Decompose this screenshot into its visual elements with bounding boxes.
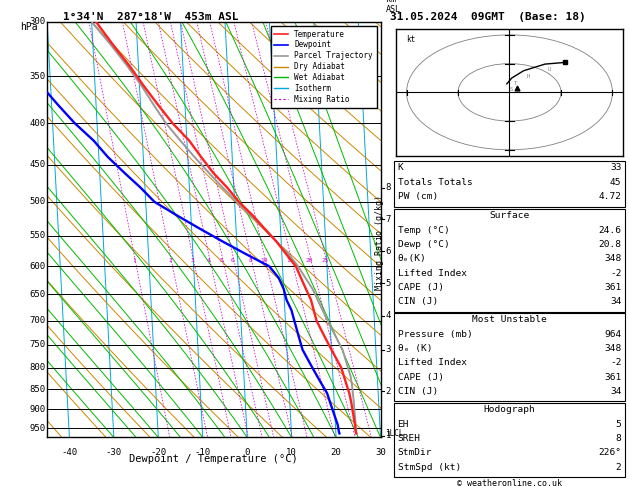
- Text: Most Unstable: Most Unstable: [472, 315, 547, 324]
- Text: 15: 15: [287, 258, 294, 263]
- X-axis label: Dewpoint / Temperature (°C): Dewpoint / Temperature (°C): [130, 454, 298, 464]
- Text: 3: 3: [191, 258, 194, 263]
- Text: 348: 348: [604, 254, 621, 263]
- Text: CAPE (J): CAPE (J): [398, 283, 443, 292]
- Text: 24.6: 24.6: [598, 226, 621, 235]
- Text: © weatheronline.co.uk: © weatheronline.co.uk: [457, 480, 562, 486]
- Text: Temp (°C): Temp (°C): [398, 226, 449, 235]
- Text: 6: 6: [231, 258, 235, 263]
- Text: 33: 33: [610, 163, 621, 173]
- Text: S: S: [509, 87, 513, 92]
- Text: km
ASL: km ASL: [386, 0, 401, 14]
- Text: 550: 550: [30, 231, 45, 240]
- Text: Surface: Surface: [489, 211, 530, 220]
- Legend: Temperature, Dewpoint, Parcel Trajectory, Dry Adiabat, Wet Adiabat, Isotherm, Mi: Temperature, Dewpoint, Parcel Trajectory…: [270, 26, 377, 108]
- Text: CIN (J): CIN (J): [398, 297, 438, 306]
- Text: 8: 8: [248, 258, 252, 263]
- Text: Hodograph: Hodograph: [484, 405, 535, 414]
- Text: 20: 20: [331, 448, 342, 457]
- Text: CIN (J): CIN (J): [398, 387, 438, 396]
- Text: 5: 5: [220, 258, 224, 263]
- Text: 7: 7: [386, 215, 391, 224]
- Text: 4.72: 4.72: [598, 192, 621, 201]
- Text: 10: 10: [260, 258, 268, 263]
- Text: 300: 300: [30, 17, 45, 26]
- Text: 2: 2: [386, 386, 391, 396]
- Text: 4: 4: [207, 258, 211, 263]
- Text: 34: 34: [610, 387, 621, 396]
- Text: θₑ (K): θₑ (K): [398, 344, 432, 353]
- Text: StmDir: StmDir: [398, 449, 432, 457]
- Text: θₑ(K): θₑ(K): [398, 254, 426, 263]
- Text: 964: 964: [604, 330, 621, 339]
- Text: kt: kt: [406, 35, 416, 44]
- Text: 4: 4: [386, 311, 391, 320]
- Text: 361: 361: [604, 373, 621, 382]
- Text: -40: -40: [62, 448, 77, 457]
- Text: SREH: SREH: [398, 434, 421, 443]
- Text: 361: 361: [604, 283, 621, 292]
- Text: 6: 6: [386, 247, 391, 256]
- Text: -10: -10: [195, 448, 211, 457]
- Text: 1: 1: [133, 258, 136, 263]
- Text: PW (cm): PW (cm): [398, 192, 438, 201]
- Text: 450: 450: [30, 160, 45, 169]
- Text: U: U: [547, 67, 551, 72]
- Text: -20: -20: [150, 448, 166, 457]
- Text: Lifted Index: Lifted Index: [398, 269, 467, 278]
- Text: Dewp (°C): Dewp (°C): [398, 240, 449, 249]
- Text: 650: 650: [30, 290, 45, 299]
- Text: Mixing Ratio (g/kg): Mixing Ratio (g/kg): [375, 195, 384, 291]
- Text: 5: 5: [386, 279, 391, 288]
- Text: H: H: [526, 74, 530, 79]
- Text: 20.8: 20.8: [598, 240, 621, 249]
- Text: hPa: hPa: [21, 22, 38, 32]
- Text: 900: 900: [30, 405, 45, 414]
- Text: 8: 8: [616, 434, 621, 443]
- Text: Pressure (mb): Pressure (mb): [398, 330, 472, 339]
- Text: 1°34'N  287°18'W  453m ASL: 1°34'N 287°18'W 453m ASL: [63, 12, 238, 22]
- Text: 800: 800: [30, 363, 45, 372]
- Text: 750: 750: [30, 340, 45, 349]
- Text: 10: 10: [286, 448, 297, 457]
- Text: 5: 5: [616, 420, 621, 429]
- Text: T: T: [515, 81, 518, 86]
- Text: 2: 2: [616, 463, 621, 472]
- Text: 850: 850: [30, 384, 45, 394]
- Text: K: K: [398, 163, 403, 173]
- Text: 8: 8: [386, 183, 391, 192]
- Text: 700: 700: [30, 316, 45, 325]
- Text: -2: -2: [610, 269, 621, 278]
- Text: 348: 348: [604, 344, 621, 353]
- Text: 3: 3: [386, 345, 391, 354]
- Text: -30: -30: [106, 448, 122, 457]
- Text: 31.05.2024  09GMT  (Base: 18): 31.05.2024 09GMT (Base: 18): [390, 12, 586, 22]
- Text: StmSpd (kt): StmSpd (kt): [398, 463, 461, 472]
- Text: Totals Totals: Totals Totals: [398, 178, 472, 187]
- Text: 1: 1: [386, 431, 391, 440]
- Text: 0: 0: [245, 448, 250, 457]
- Text: 20: 20: [306, 258, 313, 263]
- Text: 226°: 226°: [598, 449, 621, 457]
- Text: 600: 600: [30, 262, 45, 271]
- Text: 34: 34: [610, 297, 621, 306]
- Text: 350: 350: [30, 72, 45, 81]
- Text: 400: 400: [30, 119, 45, 128]
- Text: CAPE (J): CAPE (J): [398, 373, 443, 382]
- Text: 1LCL: 1LCL: [386, 429, 404, 438]
- Text: 950: 950: [30, 424, 45, 433]
- Text: 2: 2: [169, 258, 172, 263]
- Text: 30: 30: [375, 448, 386, 457]
- Text: -2: -2: [610, 359, 621, 367]
- Text: EH: EH: [398, 420, 409, 429]
- Text: Lifted Index: Lifted Index: [398, 359, 467, 367]
- Text: 45: 45: [610, 178, 621, 187]
- Text: 500: 500: [30, 197, 45, 207]
- Text: 25: 25: [321, 258, 328, 263]
